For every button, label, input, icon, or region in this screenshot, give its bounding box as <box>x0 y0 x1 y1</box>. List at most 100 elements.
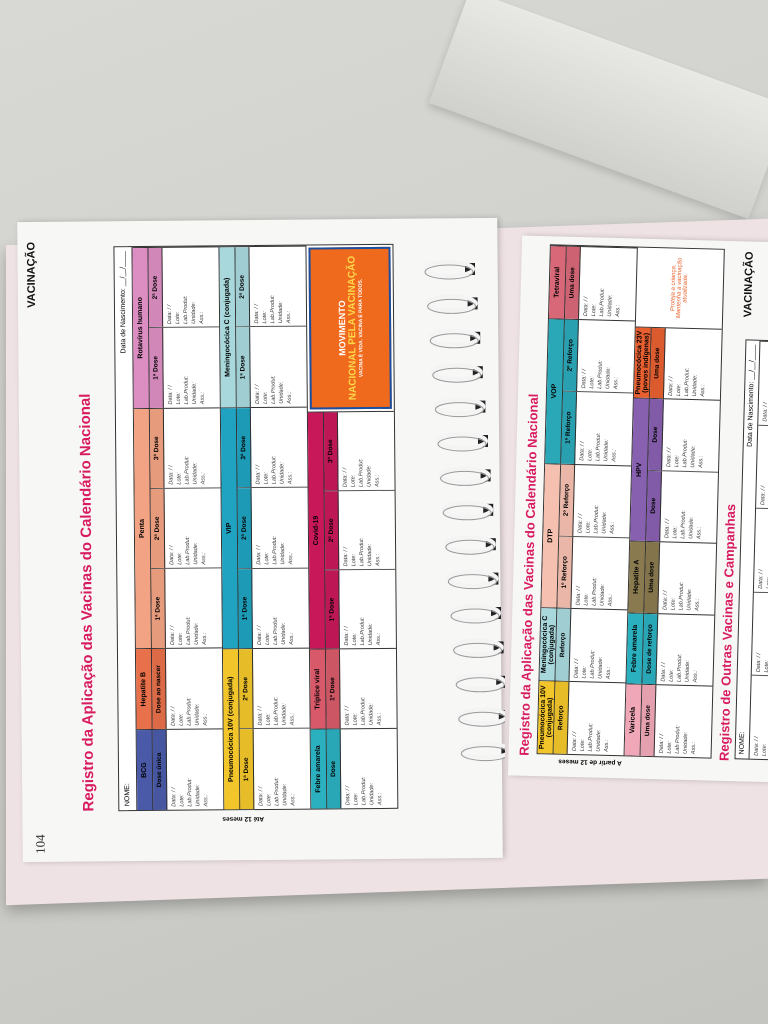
dose-record-cell[interactable]: Data: / /Lote:Lab.Produt:Unidade:Ass.: <box>167 729 224 809</box>
dose-record-cell[interactable]: Data: / /Lote:Lab.Produt:Unidade:Ass.: <box>250 327 307 407</box>
dose-column: 1ª Dose Data: / / Lote: Lab.Produt: Unidade:… <box>325 568 396 649</box>
field-label: Ass.: <box>375 553 382 567</box>
binding-hole <box>501 744 505 757</box>
dose-record-cell[interactable]: Data: / /Lote:Lab.Produt:Unidade:Ass.: <box>165 568 222 648</box>
logo-text: MOVIMENTO <box>336 300 347 356</box>
dose-record-cell[interactable]: Data: / /Lote:Lab.Produt:Unidade:Ass.: <box>568 682 626 755</box>
dose-record-cell[interactable]: Data: / /Lote:Lab.Produt:Unidade:Ass.: <box>339 570 396 649</box>
logo-text: VACINA É VIDA. VACINA É PARA TODOS. <box>357 278 365 378</box>
spiral-ring-shadow <box>453 642 503 658</box>
field-label: Ass.: <box>613 376 620 390</box>
vaccine-group: DTP 1º Reforço Data: / / Lote: Lab.Produt: Un… <box>541 462 632 610</box>
dose-record-cell[interactable]: Data: / /Lote:Lab.Produt:Unidade:Ass.: <box>749 675 768 761</box>
spiral-ring-shadow <box>458 711 505 727</box>
binding-hole <box>496 675 505 688</box>
field-label: Lote: <box>761 743 768 757</box>
dose-record-cell[interactable]: Data: / /Lote:Lab.Produt:Unidade:Ass.: <box>658 542 716 614</box>
field-label: Ass.: <box>694 598 701 611</box>
dose-label: 1º Reforço <box>557 536 574 609</box>
field-label: Ass.: <box>377 792 384 805</box>
spiral-ring-shadow <box>442 505 492 521</box>
vaccine-band: Pneumocócica 10V (conjugada) Reforço Data:… <box>537 245 638 756</box>
dose-label: 2º Reforço <box>563 319 579 392</box>
birth-date-field[interactable]: Data de Nascimento: __/__/____ <box>119 251 128 354</box>
name-field[interactable]: NOME: <box>738 731 747 755</box>
vaccine-band: BCG Dose única Data: / / Lote: Lab.Produt: Un… <box>132 246 225 811</box>
field-label: Ass.: <box>375 632 382 646</box>
dose-record-cell[interactable]: Data: / /Lote:Lab.Produt:Unidade:Ass.: <box>655 685 713 757</box>
dose-record-cell[interactable]: Data: / /Lote:Lab.Produt:Unidade:Ass.: <box>573 465 631 538</box>
dose-label: 2º Reforço <box>559 464 576 536</box>
field-label: Ass.: <box>288 552 295 565</box>
spiral-ring <box>430 363 483 382</box>
dose-column: 2ª Dose Data: / / Lote: Lab.Produt: Unidade:… <box>235 247 306 327</box>
vaccine-name: Pneumocócica 10V (conjugada) <box>537 681 556 754</box>
other-vaccines-table: NOME: Data de Nascimento: __/__/____ Dat… <box>734 339 768 765</box>
dose-record-cell[interactable]: Data: / /Lote:Lab.Produt:Unidade:Ass.: <box>339 491 396 570</box>
field-label: Ass.: <box>287 471 294 485</box>
dose-record-cell[interactable]: Data: / /Lote:Lab.Produt:Unidade:Ass.: <box>758 340 768 426</box>
vaccine-name: Rotavírus humano <box>132 247 150 408</box>
dose-label: 1ª Dose <box>238 568 253 649</box>
spiral-ring-shadow <box>455 677 505 693</box>
dose-column: Dose Data: / / Lote: Lab.Produt: Unidade: Ass… <box>646 469 719 543</box>
dose-label: 3ª Dose <box>149 408 165 488</box>
dose-record-cell[interactable]: Data: / /Lote:Lab.Produt:Unidade:Ass.: <box>340 649 397 728</box>
vaccine-band: Varicela Uma dose Data: / / Lote: Lab.Produt… <box>624 248 724 758</box>
dose-label: Uma dose <box>564 246 581 319</box>
dose-record-cell[interactable]: Data: / /Lote:Lab.Produt:Unidade:Ass.: <box>165 488 222 568</box>
dose-record-cell[interactable]: Data: / /Lote:Lab.Produt:Unidade:Ass.: <box>571 537 629 610</box>
dose-label: 1ª Dose <box>149 328 164 408</box>
dose-record-cell[interactable]: Data: / /Lote:Lab.Produt:Unidade:Ass.: <box>251 408 308 488</box>
dose-record-cell[interactable]: Data: / /Lote:Lab.Produt:Unidade:Ass.: <box>656 614 714 686</box>
dose-record-cell[interactable]: Data: / /Lote:Lab.Produt:Unidade:Ass.: <box>664 328 722 400</box>
dose-label: Dose ao nascer <box>151 649 167 730</box>
field-label: Ass.: <box>376 712 383 726</box>
dose-record-cell[interactable]: Data: / /Lote:Lab.Produt:Unidade:Ass.: <box>166 649 223 729</box>
dose-record-cell[interactable]: Data: / /Lote:Lab.Produt:Unidade:Ass.: <box>249 247 306 327</box>
dose-record-cell[interactable]: Data: / /Lote:Lab.Produt:Unidade:Ass.: <box>660 471 718 543</box>
spiral-ring-shadow <box>450 608 500 624</box>
dose-record-cell[interactable]: Data: / /Lote:Lab.Produt:Unidade:Ass.: <box>254 729 311 809</box>
spiral-ring <box>425 294 478 313</box>
page-number: 104 <box>32 834 48 854</box>
dose-record-cell[interactable]: Data: / /Lote:Lab.Produt:Unidade:Ass.: <box>751 591 768 677</box>
dose-label: 2ª Dose <box>324 491 340 570</box>
birth-date-field[interactable]: Data de Nascimento: __/__/____ <box>746 344 757 448</box>
dose-record-cell[interactable]: Data: / /Lote:Lab.Produt:Unidade:Ass.: <box>253 649 310 729</box>
field-label: Ass.: <box>203 794 210 807</box>
dose-record-cell[interactable]: Data: / /Lote:Lab.Produt:Unidade:Ass.: <box>662 400 720 472</box>
dose-label: Reforço <box>555 608 572 682</box>
vaccine-group: Tetraviral Uma dose Data: / / Lote: Lab.Prod… <box>548 245 637 321</box>
dose-record-cell[interactable]: Data: / /Lote:Lab.Produt:Unidade:Ass.: <box>252 568 309 648</box>
dose-label: 2ª Dose <box>150 488 166 569</box>
dose-record-cell[interactable]: Data: / /Lote:Lab.Produt:Unidade:Ass.: <box>756 424 768 510</box>
spiral-ring <box>436 432 488 450</box>
reminder-note: Proteja a criança. Mantenha a vacinação … <box>670 257 690 319</box>
spiral-ring-shadow <box>447 574 497 590</box>
right-page: VACINAÇÃO Registro da Aplicação das Vaci… <box>507 235 768 785</box>
field-label: Ass.: <box>199 311 206 324</box>
dose-record-cell[interactable]: Data: / /Lote:Lab.Produt:Unidade:Ass.: <box>579 247 637 320</box>
field-label: Ass.: <box>690 741 697 755</box>
dose-record-cell[interactable]: Data: / /Lote:Lab.Produt:Unidade:Ass.: <box>338 412 395 491</box>
dose-column: Dose Data: / / Lote: Lab.Produt: Unidade: Ass… <box>326 729 398 809</box>
dose-record-cell[interactable]: Data: / /Lote:Lab.Produt:Unidade:Ass.: <box>577 320 635 393</box>
vaccine-name: Febre amarela <box>626 612 645 685</box>
dose-record-cell[interactable]: Data: / /Lote:Lab.Produt:Unidade:Ass.: <box>164 408 221 488</box>
spiral-ring <box>459 741 505 760</box>
dose-record-cell[interactable]: Data: / /Lote:Lab.Produt:Unidade:Ass.: <box>163 328 220 408</box>
dose-column: Dose de reforço Data: / / Lote: Lab.Produt:… <box>642 613 714 686</box>
dose-record-cell[interactable]: Data: / /Lote:Lab.Produt:Unidade:Ass.: <box>569 609 627 682</box>
vaccine-name: Meningocócica C (conjugada) <box>539 608 558 681</box>
dose-record-cell[interactable]: Data: / /Lote:Lab.Produt:Unidade:Ass.: <box>341 729 398 808</box>
spiral-ring-shadow <box>429 333 479 349</box>
field-label: Ass.: <box>605 666 612 680</box>
dose-record-cell[interactable]: Data: / /Lote:Lab.Produt:Unidade:Ass.: <box>575 392 633 465</box>
dose-record-cell[interactable]: Data: / /Lote:Lab.Produt:Unidade:Ass.: <box>252 488 309 568</box>
dose-record-cell[interactable]: Data: / /Lote:Lab.Produt:Unidade:Ass.: <box>753 507 768 594</box>
dose-record-cell[interactable]: Data: / /Lote:Lab.Produt:Unidade:Ass.: <box>162 247 219 327</box>
dose-column: Dose Data: / / Lote: Lab.Produt: Unidade: Ass… <box>648 399 720 471</box>
dose-label: 1ª Dose <box>325 570 340 649</box>
name-field[interactable]: NOME: <box>124 783 132 807</box>
